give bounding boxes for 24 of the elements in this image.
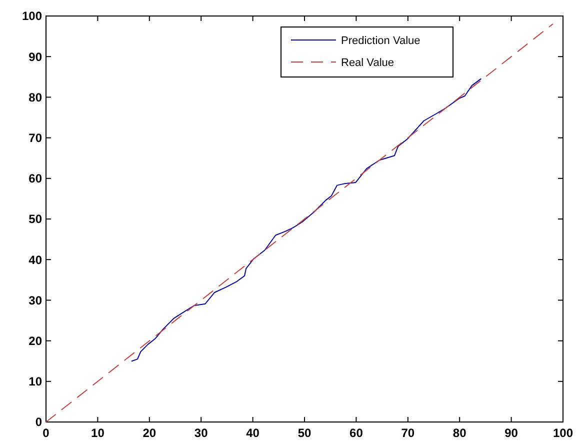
x-tick-label: 70 <box>401 426 415 440</box>
x-tick-label: 80 <box>452 426 467 440</box>
y-tick-label: 100 <box>22 9 42 24</box>
y-tick-label: 60 <box>28 172 42 186</box>
x-tick-label: 90 <box>504 426 518 440</box>
x-tick-label: 20 <box>142 426 156 440</box>
legend-label: Real Value <box>341 56 394 69</box>
y-tick-label: 80 <box>28 90 42 104</box>
y-tick-label: 90 <box>28 50 42 64</box>
line-series <box>131 78 482 362</box>
y-tick-label: 40 <box>28 252 42 267</box>
y-tick-label: 50 <box>28 212 42 226</box>
y-tick-label: 30 <box>28 293 42 308</box>
x-tick-label: 30 <box>194 426 208 440</box>
y-tick-label: 70 <box>28 131 42 145</box>
legend-label: Prediction Value <box>341 34 420 47</box>
x-tick-label: 100 <box>552 426 574 440</box>
y-tick-label: 10 <box>28 374 42 389</box>
y-tick-label: 0 <box>35 415 42 430</box>
x-tick-label: 50 <box>298 426 312 440</box>
x-tick-label: 60 <box>350 426 364 440</box>
y-tick-label: 20 <box>28 334 42 348</box>
x-tick-label: 40 <box>246 426 260 440</box>
x-tick-label: 10 <box>91 426 105 440</box>
